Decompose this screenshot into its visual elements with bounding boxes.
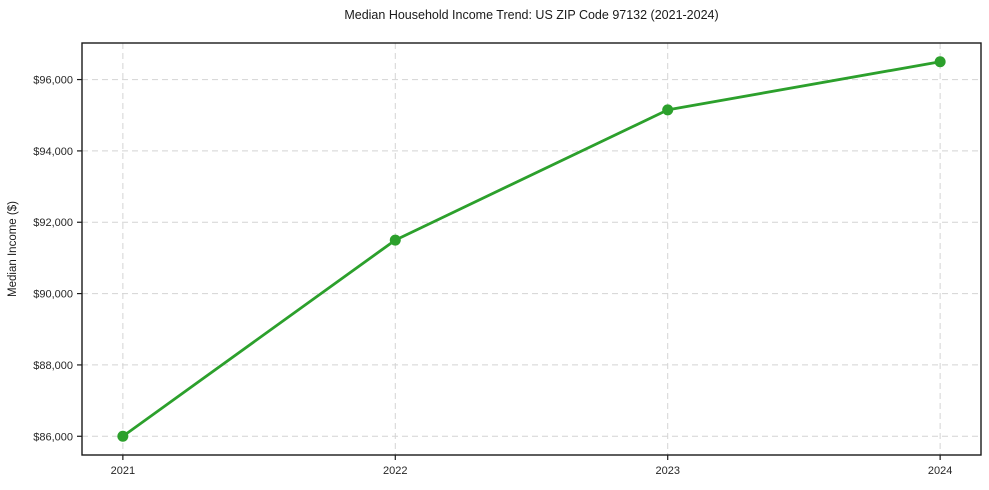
trend-line bbox=[121, 60, 942, 438]
x-tick-label: 2023 bbox=[655, 465, 679, 477]
x-tick-label: 2024 bbox=[928, 465, 952, 477]
y-tick-label: $92,000 bbox=[33, 217, 73, 229]
y-tick-label: $86,000 bbox=[33, 431, 73, 443]
chart-title: Median Household Income Trend: US ZIP Co… bbox=[344, 8, 719, 22]
x-tick-label: 2021 bbox=[111, 465, 135, 477]
y-tick-label: $88,000 bbox=[33, 360, 73, 372]
data-point-marker bbox=[117, 430, 129, 442]
plot-border bbox=[81, 42, 982, 456]
data-point-marker bbox=[389, 234, 401, 246]
data-point-marker bbox=[934, 56, 946, 68]
x-tick-label: 2022 bbox=[383, 465, 407, 477]
data-point-marker bbox=[662, 104, 674, 116]
y-tick-label: $96,000 bbox=[33, 75, 73, 87]
y-tick-label: $90,000 bbox=[33, 289, 73, 301]
y-tick-label: $94,000 bbox=[33, 146, 73, 158]
